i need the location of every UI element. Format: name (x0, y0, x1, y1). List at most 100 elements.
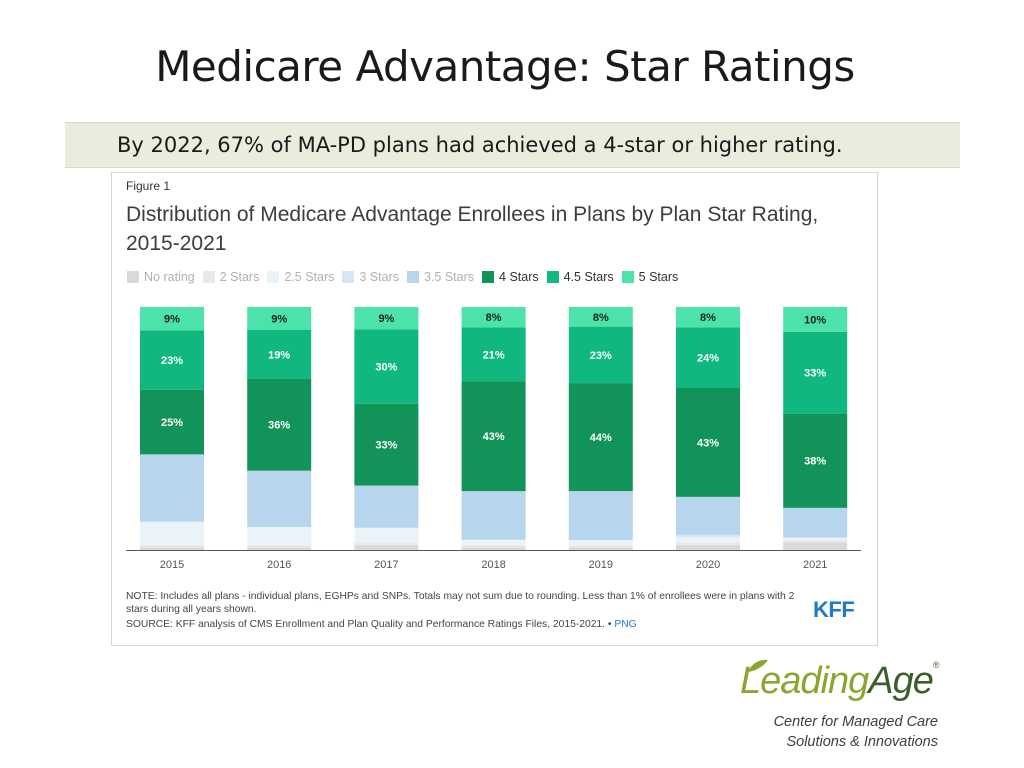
bar-segment (676, 307, 740, 328)
bar-data-label: 24% (697, 353, 719, 365)
bar-segment (783, 307, 848, 332)
legend-swatch (342, 271, 355, 283)
figure-note: NOTE: Includes all plans - individual pl… (126, 591, 795, 615)
bar-segment (783, 413, 848, 508)
figure-source-text: SOURCE: KFF analysis of CMS Enrollment a… (126, 619, 612, 630)
bar-segment (247, 547, 312, 550)
x-tick-label: 2017 (374, 559, 398, 571)
bar-segment (354, 329, 419, 404)
bar-data-label: 8% (700, 312, 716, 324)
bar-segment (676, 544, 740, 550)
bar-segment (354, 307, 419, 330)
png-download-link[interactable]: PNG (614, 619, 637, 630)
bar-segment (247, 470, 312, 527)
legend-item: 3 Stars (342, 269, 399, 285)
chart-legend: No rating 2 Stars 2.5 Stars 3 Stars 3.5 Star… (127, 269, 686, 285)
legend-swatch (202, 271, 215, 283)
bar-segment (676, 537, 740, 543)
legend-label: 4 Stars (499, 270, 539, 284)
kff-logo: KFF (813, 597, 855, 622)
legend-label: 3.5 Stars (423, 270, 475, 284)
bar-segment (568, 545, 633, 548)
legend-item: 3.5 Stars (406, 269, 475, 285)
bar-segment (568, 307, 633, 327)
figure-label: Figure 1 (126, 179, 171, 193)
legend-label: 2.5 Stars (284, 270, 335, 284)
bar-data-label: 43% (483, 431, 505, 443)
bar-segment (354, 485, 419, 528)
bar-data-label: 9% (164, 314, 180, 326)
bar-segment (140, 547, 204, 550)
bar-data-label: 30% (375, 362, 397, 374)
bar-segment (783, 331, 848, 414)
x-tick-label: 2016 (267, 559, 291, 571)
bar-segment (247, 544, 312, 548)
x-tick-label: 2019 (589, 559, 613, 571)
bar-segment (461, 491, 526, 540)
bar-data-label: 23% (590, 350, 612, 362)
bar-segment (354, 545, 419, 550)
legend-label: No rating (144, 270, 195, 284)
bar-data-label: 10% (804, 314, 826, 326)
bar-segment (783, 542, 848, 550)
logo-word-age: Age (868, 660, 934, 702)
bar-segment (461, 539, 526, 545)
legend-swatch (127, 271, 139, 283)
bar-data-label: 25% (161, 417, 183, 429)
bar-segment (140, 454, 204, 522)
bar-segment (568, 491, 633, 541)
bar-data-label: 23% (161, 355, 183, 367)
figure-card: Figure 1 Distribution of Medicare Advant… (111, 172, 878, 646)
bar-data-label: 19% (268, 349, 290, 361)
subtitle-band: By 2022, 67% of MA-PD plans had achieved… (65, 122, 960, 168)
bar-segment (247, 378, 312, 471)
bar-segment (461, 381, 526, 492)
logo-registered-mark: ® (932, 660, 940, 670)
legend-swatch (482, 271, 495, 283)
bar-segment (354, 527, 419, 543)
bar-segment (783, 540, 848, 543)
bar-segment (354, 403, 419, 486)
bar-segment (783, 507, 848, 538)
bar-segment (354, 542, 419, 546)
legend-item: 4 Stars (482, 269, 539, 285)
bar-segment (676, 542, 740, 545)
bar-data-label: 43% (697, 437, 719, 449)
legend-swatch (406, 271, 419, 283)
bar-data-label: 8% (486, 312, 502, 324)
bar-segment (676, 534, 740, 538)
bar-data-label: 21% (483, 349, 505, 361)
bar-segment (568, 326, 633, 384)
bar-data-label: 38% (804, 456, 826, 468)
logo-tagline: Center for Managed Care Solutions & Inno… (748, 712, 938, 752)
bar-segment (676, 388, 740, 497)
bar-segment (140, 389, 204, 455)
legend-swatch (267, 271, 280, 283)
bar-data-label: 33% (804, 368, 826, 380)
bar-segment (247, 330, 312, 379)
logo-tagline-line2: Solutions & Innovations (786, 734, 938, 750)
x-tick-label: 2020 (696, 559, 720, 571)
figure-source: SOURCE: KFF analysis of CMS Enrollment a… (126, 619, 637, 630)
legend-item: 2 Stars (202, 269, 260, 285)
legend-swatch (621, 271, 634, 283)
logo-word-leading: Leading (740, 660, 869, 702)
legend-label: 2 Stars (219, 270, 260, 284)
bar-data-label: 9% (271, 314, 287, 326)
bar-segment (247, 307, 312, 331)
bar-segment (140, 521, 204, 545)
subtitle-text: By 2022, 67% of MA-PD plans had achieved… (117, 133, 843, 157)
bar-segment (568, 547, 633, 550)
legend-swatch (546, 271, 559, 283)
bar-data-label: 36% (268, 420, 290, 432)
legend-item: No rating (127, 269, 195, 285)
logo-wordmark: LeadingAge® (740, 660, 939, 703)
bar-segment (783, 537, 848, 541)
x-tick-label: 2018 (481, 559, 505, 571)
bar-segment (461, 327, 526, 382)
slide-title: Medicare Advantage: Star Ratings (155, 42, 855, 91)
legend-label: 3 Stars (359, 270, 399, 284)
bar-data-label: 9% (378, 313, 394, 325)
bar-segment (676, 496, 740, 535)
bar-segment (461, 547, 526, 550)
